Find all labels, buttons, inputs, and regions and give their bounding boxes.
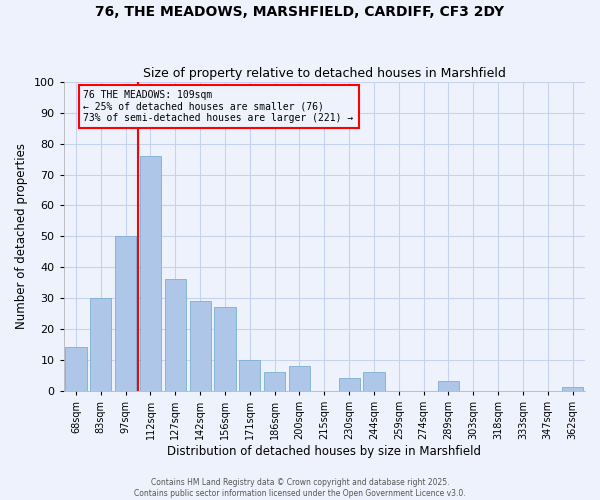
Y-axis label: Number of detached properties: Number of detached properties xyxy=(15,144,28,330)
Bar xyxy=(338,378,359,390)
Bar xyxy=(289,366,310,390)
Bar xyxy=(562,388,583,390)
Bar xyxy=(364,372,385,390)
Bar xyxy=(239,360,260,390)
Bar xyxy=(140,156,161,390)
Bar xyxy=(115,236,136,390)
Bar xyxy=(214,308,236,390)
X-axis label: Distribution of detached houses by size in Marshfield: Distribution of detached houses by size … xyxy=(167,444,481,458)
Bar xyxy=(264,372,285,390)
Text: 76, THE MEADOWS, MARSHFIELD, CARDIFF, CF3 2DY: 76, THE MEADOWS, MARSHFIELD, CARDIFF, CF… xyxy=(95,5,505,19)
Bar xyxy=(165,280,186,390)
Bar xyxy=(438,382,459,390)
Bar xyxy=(90,298,112,390)
Title: Size of property relative to detached houses in Marshfield: Size of property relative to detached ho… xyxy=(143,66,506,80)
Text: 76 THE MEADOWS: 109sqm
← 25% of detached houses are smaller (76)
73% of semi-det: 76 THE MEADOWS: 109sqm ← 25% of detached… xyxy=(83,90,353,123)
Text: Contains HM Land Registry data © Crown copyright and database right 2025.
Contai: Contains HM Land Registry data © Crown c… xyxy=(134,478,466,498)
Bar xyxy=(65,348,86,391)
Bar xyxy=(190,301,211,390)
